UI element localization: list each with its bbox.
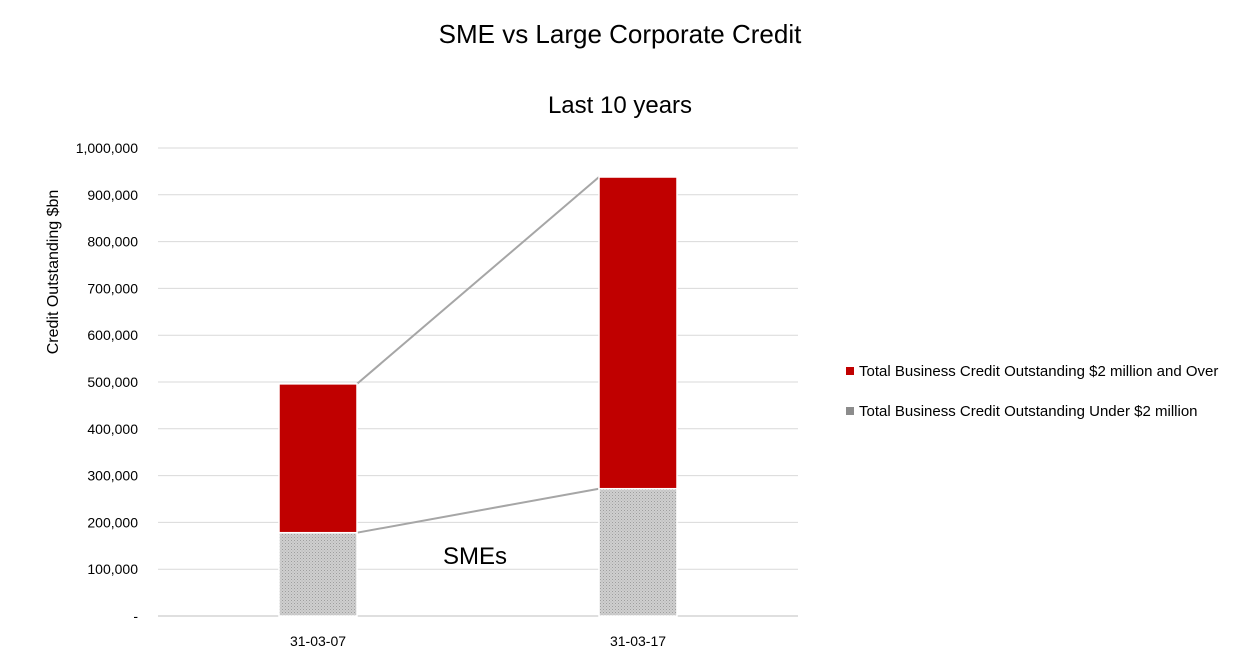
y-tick-label: 800,000 xyxy=(87,234,138,250)
y-tick-label: 400,000 xyxy=(87,421,138,437)
bar-segment xyxy=(278,531,358,617)
x-tick-label: 31-03-07 xyxy=(290,633,346,649)
bar-segment xyxy=(598,176,678,490)
series-line xyxy=(356,487,600,534)
chart-title: SME vs Large Corporate Credit xyxy=(439,19,802,49)
series-line xyxy=(356,176,600,385)
y-axis-label: Credit Outstanding $bn xyxy=(45,190,62,355)
y-tick-label: 300,000 xyxy=(87,468,138,484)
x-tick-label: 31-03-17 xyxy=(610,633,666,649)
y-tick-label: 100,000 xyxy=(87,561,138,577)
y-tick-label: 700,000 xyxy=(87,280,138,296)
bar-segment xyxy=(278,383,358,534)
annotation-smes: SMEs xyxy=(443,543,507,570)
y-tick-label: 600,000 xyxy=(87,327,138,343)
legend-entry: Total Business Credit Outstanding Under … xyxy=(859,403,1198,420)
series-lines xyxy=(356,176,600,534)
y-tick-label: 200,000 xyxy=(87,514,138,530)
x-tick-labels: 31-03-07 31-03-17 xyxy=(290,633,666,649)
bar-segment xyxy=(598,487,678,617)
chart-subtitle: Last 10 years xyxy=(548,92,692,119)
y-tick-label: 500,000 xyxy=(87,374,138,390)
legend-entry: Total Business Credit Outstanding $2 mil… xyxy=(859,363,1218,380)
bars xyxy=(278,176,678,617)
y-tick-labels: - 100,000 200,000 300,000 400,000 500,000 600,… xyxy=(76,140,139,624)
y-tick-label: 900,000 xyxy=(87,187,138,203)
gridlines xyxy=(158,147,798,617)
y-tick-label: - xyxy=(133,608,138,624)
legend-swatch xyxy=(846,407,854,415)
legend: Total Business Credit Outstanding $2 mil… xyxy=(846,363,1218,420)
legend-swatch xyxy=(846,367,854,375)
y-tick-label: 1,000,000 xyxy=(76,140,138,156)
